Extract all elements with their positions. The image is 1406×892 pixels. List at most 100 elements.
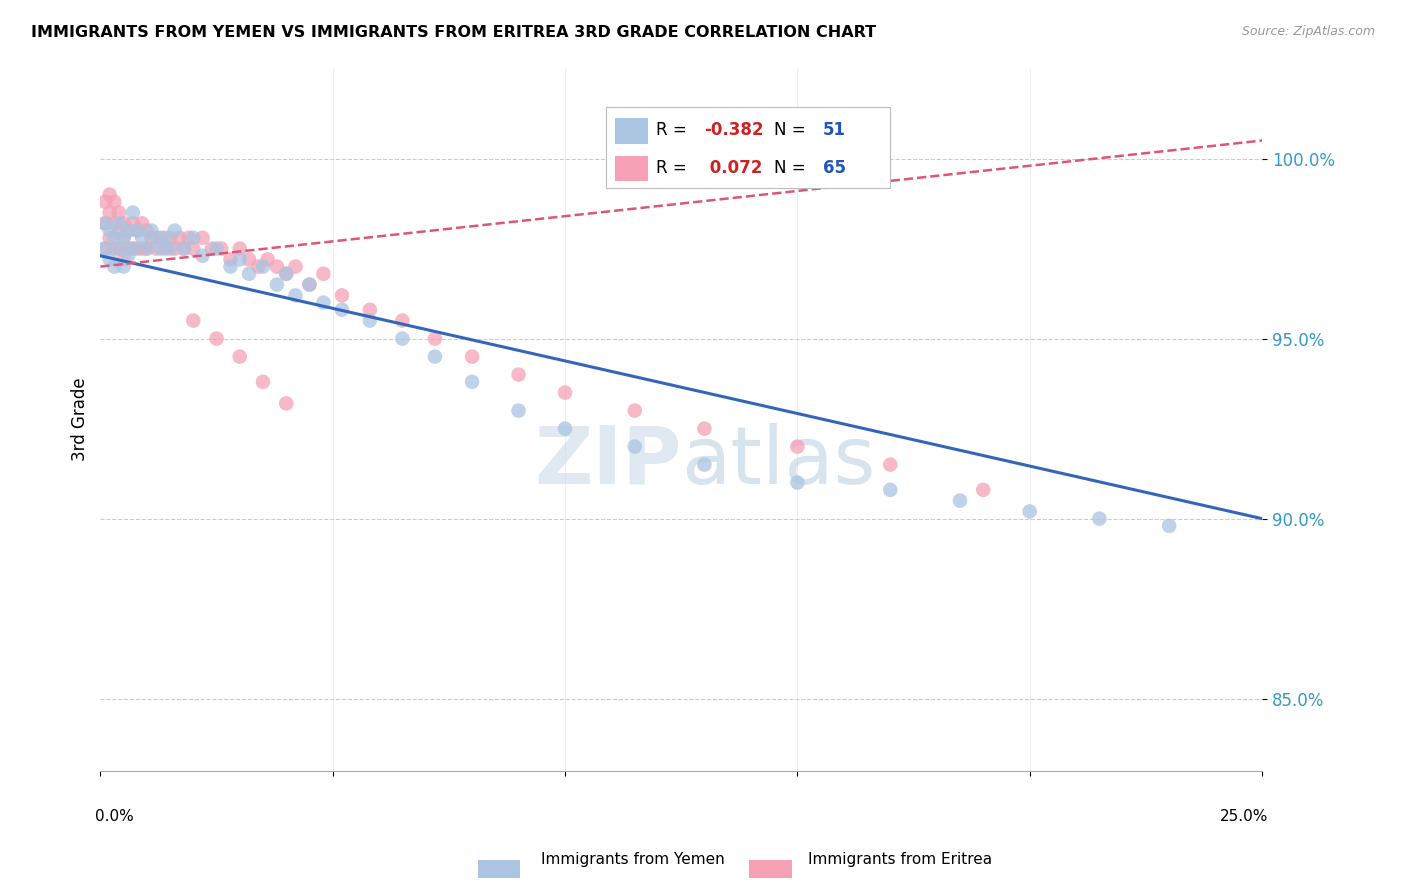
- Point: [141, 231, 163, 245]
- Point: [461, 375, 484, 389]
- Text: 0.0%: 0.0%: [94, 809, 134, 824]
- Point: [163, 223, 186, 237]
- Point: [112, 231, 135, 245]
- Point: [276, 267, 298, 281]
- Point: [177, 231, 200, 245]
- Point: [879, 483, 901, 497]
- Point: [94, 242, 117, 256]
- Text: R =: R =: [655, 121, 692, 139]
- Point: [98, 187, 121, 202]
- Point: [181, 231, 204, 245]
- Point: [786, 475, 808, 490]
- Point: [247, 260, 270, 274]
- Point: [108, 216, 131, 230]
- Point: [266, 260, 288, 274]
- Text: -0.382: -0.382: [704, 121, 763, 139]
- Point: [972, 483, 994, 497]
- Point: [209, 242, 232, 256]
- Point: [131, 231, 153, 245]
- Point: [1088, 511, 1111, 525]
- Point: [191, 231, 214, 245]
- Point: [163, 242, 186, 256]
- Text: 25.0%: 25.0%: [1219, 809, 1268, 824]
- Point: [145, 242, 167, 256]
- Point: [103, 194, 125, 209]
- Point: [169, 231, 191, 245]
- Point: [229, 252, 252, 267]
- Text: N =: N =: [775, 121, 811, 139]
- Point: [229, 242, 252, 256]
- Point: [131, 242, 153, 256]
- Bar: [614, 155, 648, 181]
- Text: ZIP: ZIP: [534, 423, 681, 500]
- Point: [693, 422, 716, 436]
- Text: Source: ZipAtlas.com: Source: ZipAtlas.com: [1241, 25, 1375, 38]
- Point: [461, 350, 484, 364]
- Point: [312, 267, 335, 281]
- Point: [330, 288, 353, 302]
- Text: 0.072: 0.072: [704, 160, 763, 178]
- Point: [98, 231, 121, 245]
- Point: [623, 440, 645, 454]
- Point: [949, 493, 972, 508]
- Point: [98, 205, 121, 219]
- Bar: [614, 119, 648, 144]
- Text: R =: R =: [655, 160, 692, 178]
- Point: [122, 242, 145, 256]
- Point: [122, 242, 145, 256]
- Point: [284, 288, 307, 302]
- Point: [117, 242, 139, 256]
- Point: [122, 205, 145, 219]
- Point: [201, 242, 224, 256]
- Point: [155, 242, 177, 256]
- Point: [508, 403, 530, 417]
- Point: [112, 260, 135, 274]
- Point: [623, 403, 645, 417]
- Point: [103, 260, 125, 274]
- Point: [103, 242, 125, 256]
- Text: Immigrants from Yemen: Immigrants from Yemen: [541, 852, 725, 867]
- Point: [181, 242, 204, 256]
- Point: [693, 458, 716, 472]
- Point: [219, 252, 242, 267]
- Point: [94, 216, 117, 230]
- Point: [94, 216, 117, 230]
- Point: [219, 260, 242, 274]
- Point: [108, 223, 131, 237]
- Point: [391, 313, 413, 327]
- Point: [141, 223, 163, 237]
- Point: [1159, 519, 1181, 533]
- Point: [108, 242, 131, 256]
- Point: [149, 242, 172, 256]
- Point: [256, 252, 278, 267]
- Point: [191, 249, 214, 263]
- Point: [508, 368, 530, 382]
- FancyBboxPatch shape: [606, 107, 890, 188]
- Point: [181, 313, 204, 327]
- Point: [98, 252, 121, 267]
- Point: [786, 440, 808, 454]
- Point: [359, 302, 381, 317]
- Point: [312, 295, 335, 310]
- Point: [238, 267, 260, 281]
- Point: [423, 350, 446, 364]
- Point: [112, 216, 135, 230]
- Point: [1018, 504, 1040, 518]
- Point: [122, 216, 145, 230]
- Point: [238, 252, 260, 267]
- Point: [284, 260, 307, 274]
- Point: [391, 332, 413, 346]
- Text: IMMIGRANTS FROM YEMEN VS IMMIGRANTS FROM ERITREA 3RD GRADE CORRELATION CHART: IMMIGRANTS FROM YEMEN VS IMMIGRANTS FROM…: [31, 25, 876, 40]
- Text: Immigrants from Eritrea: Immigrants from Eritrea: [808, 852, 993, 867]
- Point: [127, 223, 149, 237]
- Point: [155, 231, 177, 245]
- Point: [298, 277, 321, 292]
- Point: [173, 242, 195, 256]
- Point: [112, 252, 135, 267]
- Point: [298, 277, 321, 292]
- Point: [252, 260, 274, 274]
- Point: [117, 223, 139, 237]
- Point: [266, 277, 288, 292]
- Text: atlas: atlas: [681, 423, 876, 500]
- Text: N =: N =: [775, 160, 811, 178]
